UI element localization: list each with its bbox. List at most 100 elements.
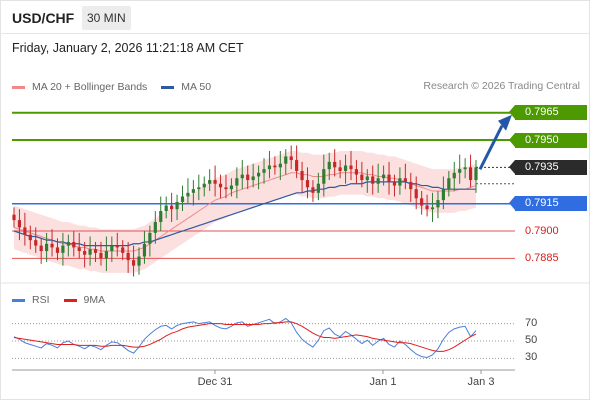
legend-label-rsi: RSI: [32, 294, 50, 306]
candle-body-41: [235, 178, 239, 186]
candle-body-78: [436, 200, 440, 208]
candle-body-16: [99, 252, 103, 259]
candle-body-39: [224, 187, 228, 190]
candle-body-46: [262, 169, 266, 173]
candle-body-74: [414, 189, 418, 199]
candle-body-8: [55, 247, 60, 253]
x-tick-0: Dec 31: [197, 376, 233, 388]
rsi-tick-1: 50: [525, 334, 538, 346]
candle-body-18: [110, 245, 114, 252]
candle-body-68: [382, 174, 386, 179]
price-tag-0: 0.7965: [509, 105, 587, 121]
rsi-tick-2: 30: [525, 351, 538, 364]
x-tick-2: Jan 3: [467, 376, 495, 388]
candle-body-35: [202, 183, 206, 188]
candle-body-66: [371, 176, 375, 184]
candle-body-71: [398, 178, 402, 186]
legend-item-ma20: MA 20 + Bollinger Bands: [12, 81, 147, 93]
candle-body-27: [159, 211, 163, 222]
x-tick-1: Jan 1: [369, 376, 397, 388]
candle-body-64: [360, 174, 364, 181]
legend-swatch-9ma: [63, 298, 77, 302]
bollinger-band: [14, 150, 476, 273]
candle-body-24: [142, 243, 147, 257]
candle-body-62: [349, 165, 353, 170]
candle-body-52: [295, 160, 299, 171]
candle-body-2: [23, 227, 27, 235]
candle-body-75: [420, 198, 424, 206]
legend-label-9ma: 9MA: [83, 294, 106, 306]
candle-body-26: [153, 221, 157, 233]
candle-body-65: [365, 176, 369, 181]
candle-body-6: [45, 243, 49, 252]
candle-body-10: [66, 241, 70, 246]
candle-body-81: [452, 172, 456, 179]
rsi-legend: RSI 9MA: [12, 293, 119, 307]
legend-swatch-rsi: [12, 298, 25, 302]
candle-body-83: [463, 167, 467, 170]
candle-body-82: [458, 169, 462, 173]
candle-body-47: [267, 165, 272, 170]
candle-body-53: [300, 170, 304, 181]
price-tag-4: 0.7900: [525, 224, 559, 237]
projection-arrow-head: [498, 114, 512, 131]
candle-body-7: [50, 243, 54, 248]
candle-body-38: [218, 183, 223, 188]
candle-body-28: [164, 205, 168, 212]
candle-body-5: [39, 245, 43, 252]
candle-body-79: [441, 189, 445, 201]
candle-body-19: [115, 245, 119, 248]
candle-body-13: [83, 251, 87, 255]
candle-body-49: [278, 163, 282, 168]
candle-body-70: [392, 181, 397, 186]
candle-body-25: [148, 232, 152, 244]
candle-body-72: [403, 178, 407, 182]
legend-item-ma50: MA 50: [161, 81, 211, 93]
legend-swatch-ma50: [161, 85, 175, 89]
candle-body-31: [180, 196, 185, 202]
price-legend: MA 20 + Bollinger Bands MA 50: [12, 80, 225, 94]
candle-body-42: [240, 174, 244, 179]
price-tag-2: 0.7935: [509, 159, 587, 175]
chart-header: USD/CHF 30 MIN: [0, 0, 590, 34]
candle-body-58: [327, 161, 331, 170]
candle-body-61: [343, 165, 348, 171]
candle-body-33: [191, 189, 195, 193]
candle-body-54: [305, 180, 310, 188]
timestamp: Friday, January 2, 2026 11:21:18 AM CET: [12, 41, 244, 55]
candle-body-34: [197, 187, 201, 190]
projection-arrow-line: [478, 125, 504, 171]
candle-body-40: [229, 185, 234, 190]
legend-swatch-ma20: [12, 85, 25, 89]
candle-body-44: [251, 176, 255, 181]
candle-body-4: [34, 240, 38, 246]
candle-body-43: [246, 174, 250, 181]
candle-body-1: [17, 220, 22, 228]
price-tag-1: 0.7950: [509, 132, 587, 148]
legend-label-ma50: MA 50: [181, 81, 212, 93]
candle-body-45: [256, 172, 261, 177]
price-tag-5: 0.7885: [525, 251, 559, 264]
candle-body-29: [170, 205, 174, 210]
candle-body-15: [93, 249, 98, 253]
candle-body-21: [126, 252, 130, 261]
candle-body-14: [88, 249, 92, 255]
candle-body-30: [175, 201, 179, 210]
candle-body-32: [186, 192, 190, 197]
candle-body-12: [77, 247, 81, 252]
interval-button[interactable]: 30 MIN: [82, 6, 131, 30]
candle-body-73: [409, 181, 413, 190]
candle-body-37: [213, 180, 217, 184]
rsi-9ma-line: [13, 321, 477, 352]
candle-body-11: [72, 241, 76, 248]
candle-body-59: [333, 161, 337, 168]
candle-body-0: [12, 214, 16, 221]
rsi-tick-0: 70: [525, 316, 538, 329]
candle-body-17: [104, 251, 108, 259]
price-tag-3: 0.7915: [509, 196, 587, 212]
candle-body-3: [28, 234, 32, 241]
legend-item-9ma: 9MA: [63, 294, 106, 306]
candle-body-9: [61, 245, 65, 253]
symbol-title: USD/CHF: [12, 10, 75, 26]
